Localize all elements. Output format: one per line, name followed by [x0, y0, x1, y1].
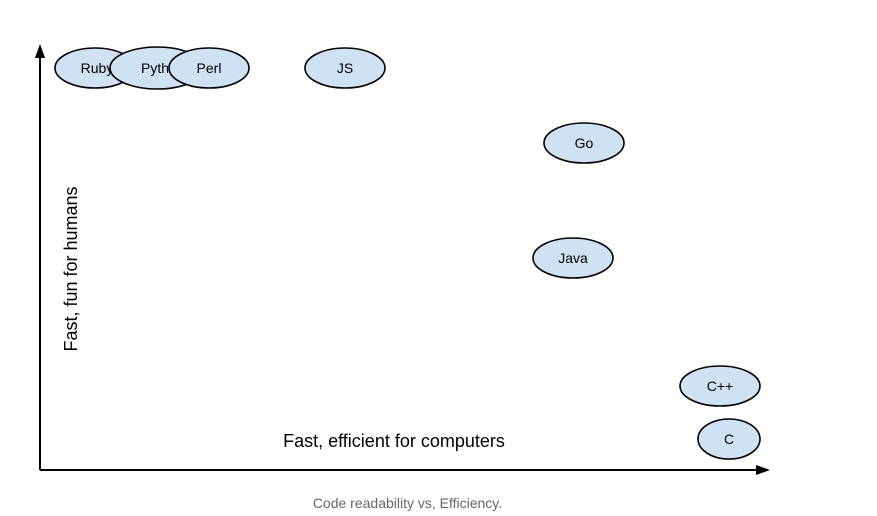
node-ruby-label: Ruby	[81, 60, 114, 76]
language-diagram: Fast, fun for humans Fast, efficient for…	[35, 44, 770, 475]
node-js: JS	[304, 47, 386, 89]
node-cpp-ellipse	[679, 365, 761, 407]
node-java: Java	[532, 237, 614, 279]
node-cpp-label: C++	[707, 378, 733, 394]
node-js-label: JS	[337, 60, 353, 76]
node-c-ellipse	[697, 418, 761, 460]
node-java-label: Java	[558, 250, 588, 266]
node-c: C	[697, 418, 761, 460]
node-go: Go	[543, 122, 625, 164]
x-axis-label: Fast, efficient for computers	[283, 431, 505, 451]
y-axis-label: Fast, fun for humans	[61, 186, 81, 351]
node-c-label: C	[724, 431, 734, 447]
node-js-ellipse	[304, 47, 386, 89]
y-axis-arrow	[35, 44, 45, 58]
figure-caption: Code readability vs, Efficiency.	[312, 495, 503, 511]
node-perl: Perl	[168, 47, 250, 89]
node-cpp: C++	[679, 365, 761, 407]
node-perl-label: Perl	[197, 60, 222, 76]
node-python-label: Pyth	[141, 60, 169, 76]
node-perl-ellipse	[168, 47, 250, 89]
node-go-label: Go	[575, 135, 594, 151]
node-java-ellipse	[532, 237, 614, 279]
node-go-ellipse	[543, 122, 625, 164]
x-axis-arrow	[756, 465, 770, 475]
